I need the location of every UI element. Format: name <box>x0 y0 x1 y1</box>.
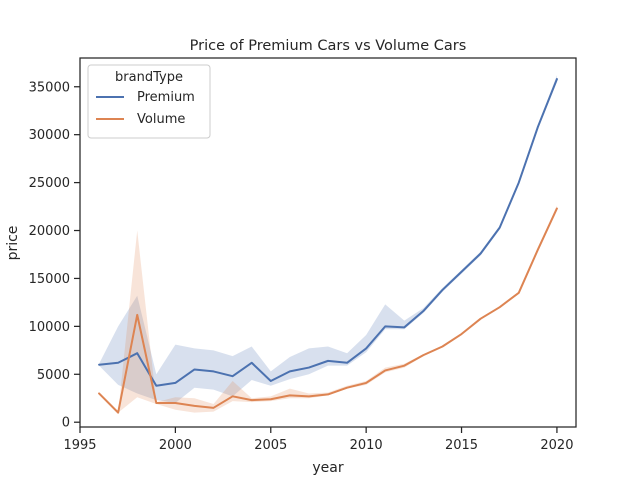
x-tick-label: 2015 <box>445 438 478 453</box>
plot-frame <box>79 57 577 428</box>
chart-title: Price of Premium Cars vs Volume Cars <box>190 38 467 54</box>
legend-entry-premium: Premium <box>137 90 195 105</box>
legend: brandType Premium Volume <box>87 64 211 139</box>
confidence-bands <box>99 75 557 413</box>
x-tick-label: 2000 <box>159 438 192 453</box>
confidence-band-premium <box>99 75 557 404</box>
y-tick-label: 25000 <box>29 176 70 191</box>
y-tick-label: 0 <box>62 416 70 431</box>
legend-title: brandType <box>115 70 183 85</box>
x-tick-label: 2010 <box>350 438 383 453</box>
y-tick-label: 5000 <box>37 368 70 383</box>
series-line-premium <box>98 78 558 387</box>
x-axis-ticks: 1995 2000 2005 2010 2015 2020 <box>63 427 573 453</box>
x-tick-label: 1995 <box>63 438 96 453</box>
y-axis-label: price <box>5 226 21 261</box>
series-lines <box>98 78 558 414</box>
y-tick-label: 30000 <box>29 128 70 143</box>
x-axis-label: year <box>312 460 343 476</box>
y-tick-label: 35000 <box>29 80 70 95</box>
y-tick-label: 10000 <box>29 320 70 335</box>
x-tick-label: 2005 <box>254 438 287 453</box>
y-tick-label: 20000 <box>29 224 70 239</box>
series-line-volume <box>98 207 558 414</box>
x-tick-label: 2020 <box>540 438 573 453</box>
legend-entry-volume: Volume <box>137 112 185 127</box>
y-tick-label: 15000 <box>29 272 70 287</box>
confidence-band-volume <box>99 205 557 413</box>
y-axis-ticks: 0 5000 10000 15000 20000 25000 30000 35000 <box>29 80 80 431</box>
